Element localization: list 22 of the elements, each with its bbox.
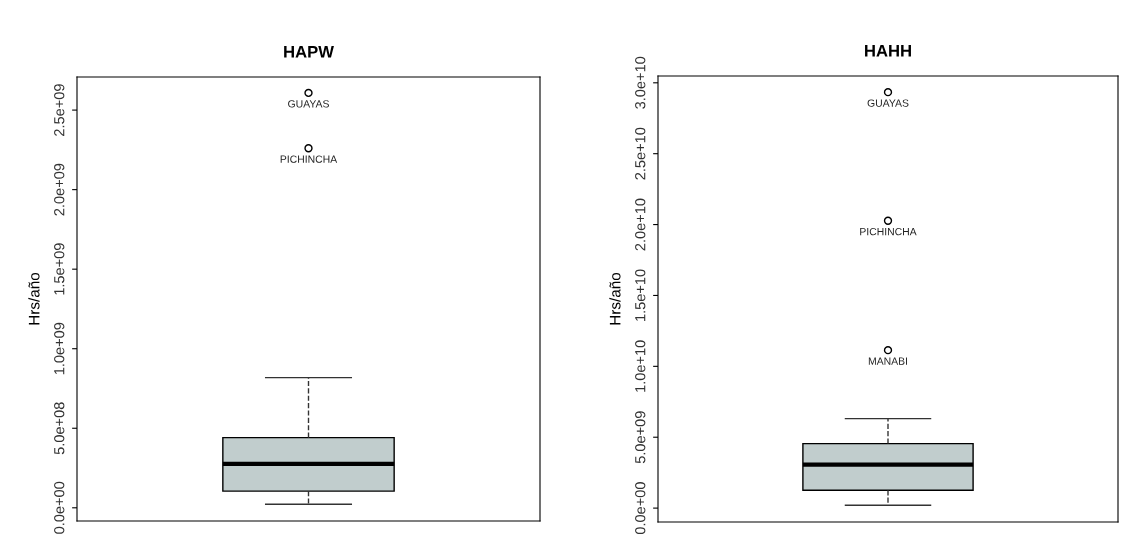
annotation: GUAYAS <box>288 100 329 108</box>
annotation: GUAYAS <box>867 99 909 107</box>
y-tick-label: 1.5e+09 <box>54 243 65 295</box>
annotation: PICHINCHA <box>280 155 338 163</box>
y-tick-label: 3.0e+10 <box>635 56 646 109</box>
y-tick-label: 2.0e+09 <box>54 163 65 216</box>
y-axis-title: Hrs/año <box>28 272 40 325</box>
y-tick-label: 1.0e+09 <box>54 322 65 375</box>
y-axis-title: Hrs/año <box>609 272 621 325</box>
annotation: PICHINCHA <box>860 227 917 236</box>
y-tick-label: 2.5e+10 <box>635 127 646 180</box>
y-tick-label: 1.0e+10 <box>635 340 646 392</box>
y-tick-label: 1.5e+10 <box>635 269 646 321</box>
y-tick-label: 2.5e+09 <box>54 84 65 136</box>
y-tick-label: 0.0e+00 <box>54 481 65 534</box>
y-tick-label: 5.0e+09 <box>635 411 646 464</box>
chart-title: HAHH <box>865 45 911 57</box>
y-tick-label: 2.0e+10 <box>635 198 646 251</box>
y-tick-label: 5.0e+08 <box>54 402 65 455</box>
chart-title: HAPW <box>284 46 334 58</box>
annotation: MANABI <box>868 357 908 365</box>
y-tick-label: 0.0e+00 <box>635 482 646 535</box>
